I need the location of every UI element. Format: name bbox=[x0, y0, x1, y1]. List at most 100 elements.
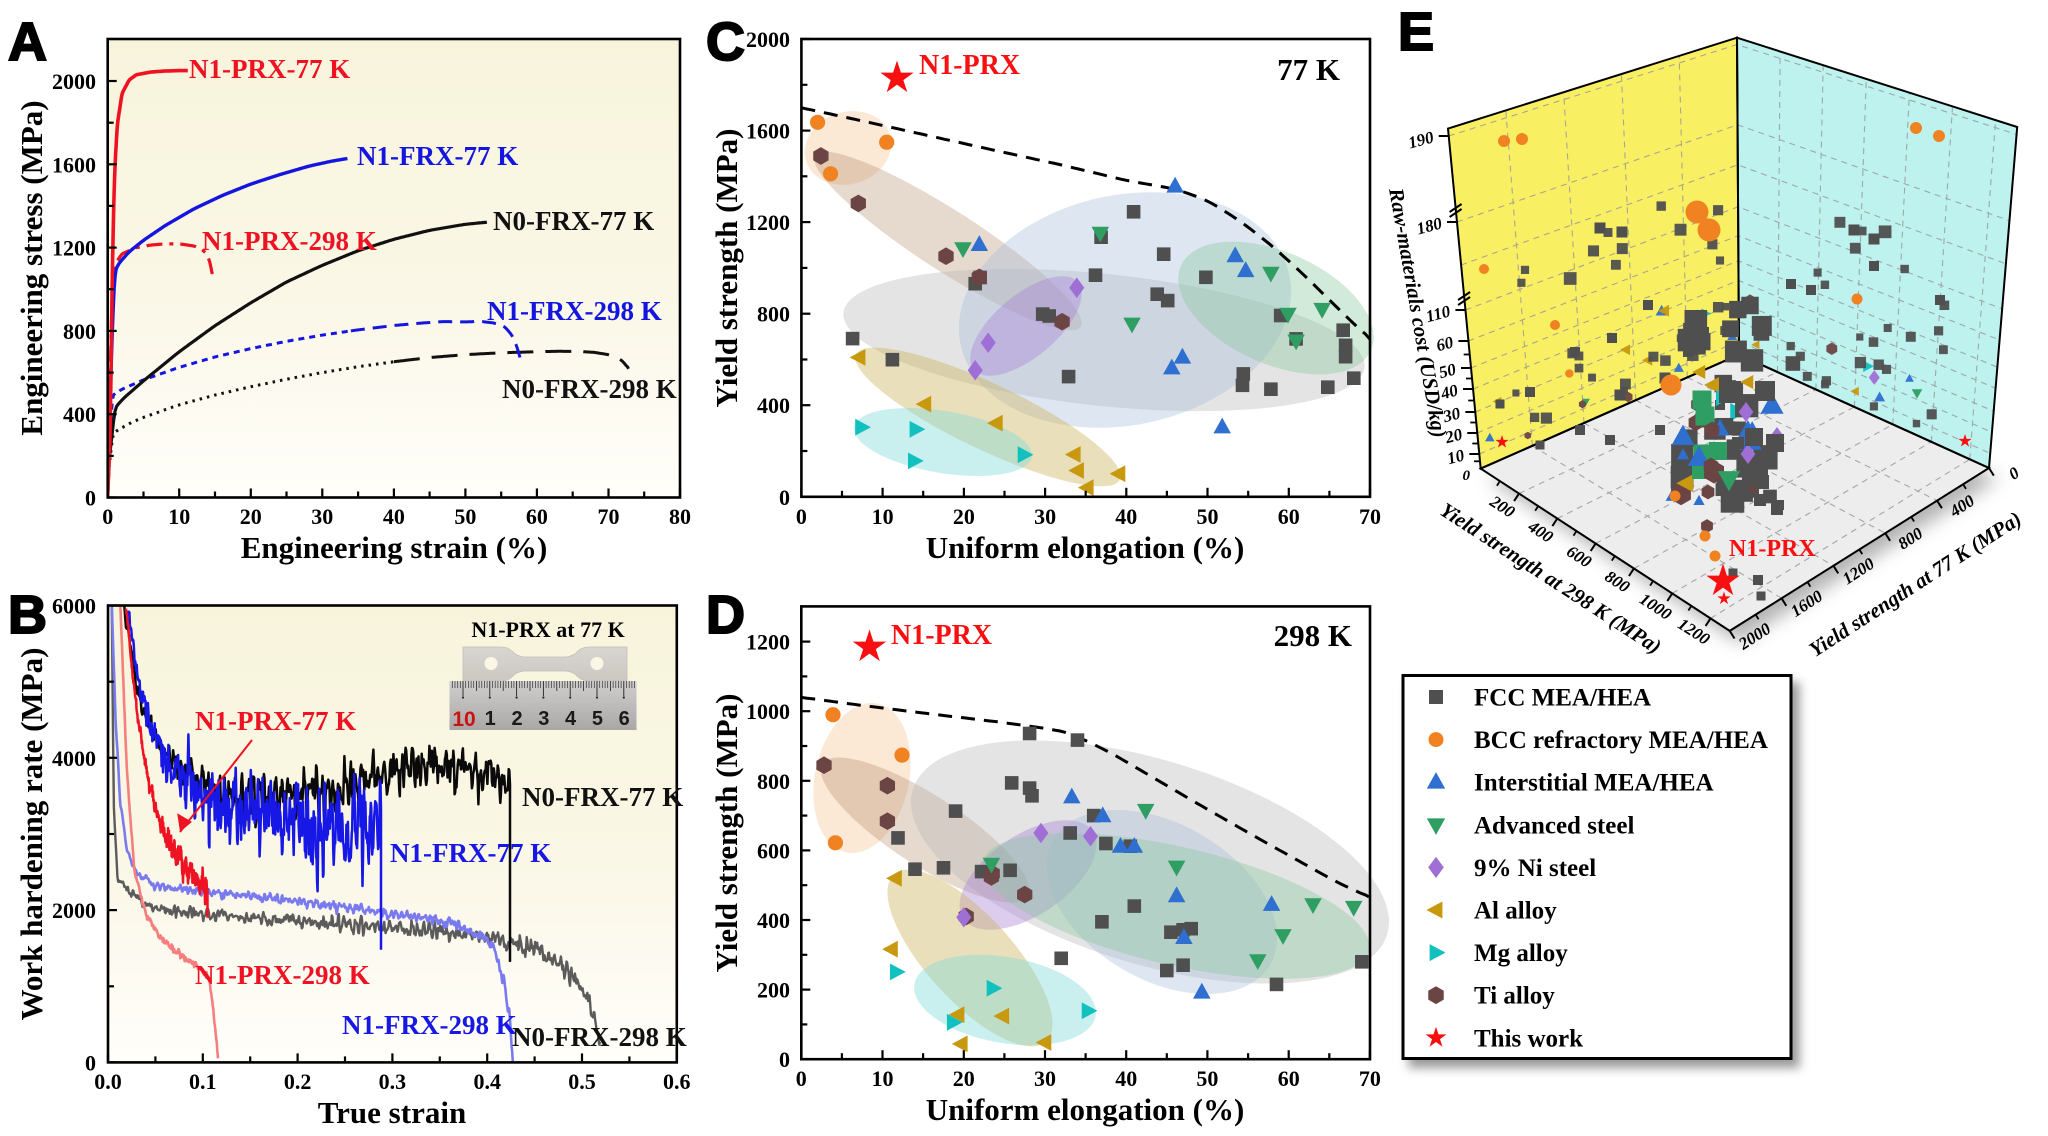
svg-text:N0-FRX-77 K: N0-FRX-77 K bbox=[522, 782, 683, 812]
svg-text:10: 10 bbox=[1445, 445, 1467, 468]
svg-text:FCC MEA/HEA: FCC MEA/HEA bbox=[1474, 685, 1651, 712]
svg-text:400: 400 bbox=[757, 393, 790, 418]
svg-text:True strain: True strain bbox=[318, 1095, 466, 1130]
svg-text:Advanced steel: Advanced steel bbox=[1474, 812, 1634, 839]
svg-text:70: 70 bbox=[1359, 504, 1381, 529]
svg-text:Uniform elongation (%): Uniform elongation (%) bbox=[926, 1092, 1245, 1127]
svg-text:N0-FRX-298 K: N0-FRX-298 K bbox=[502, 374, 677, 404]
svg-text:0: 0 bbox=[779, 485, 790, 510]
svg-text:Work hardening rate (MPa): Work hardening rate (MPa) bbox=[14, 648, 49, 1021]
svg-text:3: 3 bbox=[538, 708, 549, 730]
svg-text:60: 60 bbox=[526, 504, 548, 529]
svg-text:10: 10 bbox=[872, 1066, 894, 1091]
svg-text:2000: 2000 bbox=[746, 27, 790, 52]
svg-text:D: D bbox=[706, 585, 745, 645]
svg-text:0: 0 bbox=[779, 1047, 790, 1072]
svg-text:E: E bbox=[1398, 2, 1434, 62]
svg-text:N1-PRX-298 K: N1-PRX-298 K bbox=[195, 960, 370, 990]
svg-text:50: 50 bbox=[1196, 1066, 1218, 1091]
svg-text:N1-PRX at 77 K: N1-PRX at 77 K bbox=[471, 617, 624, 642]
svg-text:0: 0 bbox=[85, 486, 96, 511]
svg-text:40: 40 bbox=[383, 504, 405, 529]
svg-text:60: 60 bbox=[1278, 504, 1300, 529]
svg-text:400: 400 bbox=[757, 908, 790, 933]
svg-text:800: 800 bbox=[63, 319, 96, 344]
svg-text:1200: 1200 bbox=[746, 630, 790, 655]
svg-text:1000: 1000 bbox=[746, 699, 790, 724]
svg-text:1200: 1200 bbox=[746, 210, 790, 235]
svg-text:200: 200 bbox=[757, 978, 790, 1003]
svg-text:800: 800 bbox=[757, 769, 790, 794]
svg-text:1200: 1200 bbox=[52, 236, 96, 261]
svg-text:0.2: 0.2 bbox=[284, 1069, 312, 1094]
svg-text:0.5: 0.5 bbox=[568, 1069, 596, 1094]
svg-text:20: 20 bbox=[953, 504, 975, 529]
svg-text:1600: 1600 bbox=[746, 119, 790, 144]
svg-text:70: 70 bbox=[1359, 1066, 1381, 1091]
svg-text:N0-FRX-298 K: N0-FRX-298 K bbox=[512, 1022, 687, 1052]
svg-text:Uniform elongation (%): Uniform elongation (%) bbox=[926, 530, 1245, 565]
svg-text:20: 20 bbox=[1442, 424, 1465, 447]
svg-text:Engineering strain (%): Engineering strain (%) bbox=[241, 530, 548, 565]
svg-text:0.3: 0.3 bbox=[379, 1069, 407, 1094]
svg-text:2: 2 bbox=[511, 708, 522, 730]
svg-text:40: 40 bbox=[1115, 504, 1137, 529]
svg-text:10: 10 bbox=[168, 504, 190, 529]
svg-text:30: 30 bbox=[1034, 1066, 1056, 1091]
svg-text:50: 50 bbox=[454, 504, 476, 529]
svg-text:N1-PRX: N1-PRX bbox=[919, 50, 1020, 81]
svg-text:1600: 1600 bbox=[52, 152, 96, 177]
svg-text:Ti alloy: Ti alloy bbox=[1474, 983, 1555, 1010]
svg-text:20: 20 bbox=[240, 504, 262, 529]
svg-text:400: 400 bbox=[63, 402, 96, 427]
svg-text:70: 70 bbox=[598, 504, 620, 529]
svg-text:N0-FRX-77 K: N0-FRX-77 K bbox=[493, 206, 654, 236]
svg-text:600: 600 bbox=[757, 838, 790, 863]
svg-text:6000: 6000 bbox=[52, 594, 96, 619]
svg-text:Engineering stress (MPa): Engineering stress (MPa) bbox=[14, 100, 49, 435]
svg-text:60: 60 bbox=[1278, 1066, 1300, 1091]
svg-text:9% Ni steel: 9% Ni steel bbox=[1474, 855, 1596, 882]
svg-text:30: 30 bbox=[311, 504, 333, 529]
svg-text:0.6: 0.6 bbox=[663, 1069, 691, 1094]
svg-text:N1-PRX: N1-PRX bbox=[1729, 536, 1816, 562]
svg-text:N1-FRX-298 K: N1-FRX-298 K bbox=[487, 296, 662, 326]
svg-text:5: 5 bbox=[592, 708, 603, 730]
svg-text:2000: 2000 bbox=[52, 898, 96, 923]
svg-text:30: 30 bbox=[1034, 504, 1056, 529]
svg-text:30: 30 bbox=[1440, 403, 1463, 426]
svg-text:80: 80 bbox=[669, 504, 691, 529]
svg-text:10: 10 bbox=[452, 708, 475, 731]
svg-text:B: B bbox=[8, 585, 47, 645]
svg-text:40: 40 bbox=[1115, 1066, 1137, 1091]
svg-text:N1-PRX: N1-PRX bbox=[891, 620, 992, 651]
svg-text:Yield strength (MPa): Yield strength (MPa) bbox=[709, 129, 744, 408]
svg-text:Yield strength (MPa): Yield strength (MPa) bbox=[709, 694, 744, 973]
svg-text:N1-FRX-298 K: N1-FRX-298 K bbox=[342, 1010, 517, 1040]
svg-text:4: 4 bbox=[565, 708, 577, 730]
svg-text:0: 0 bbox=[1463, 468, 1471, 484]
svg-text:N1-FRX-77 K: N1-FRX-77 K bbox=[357, 141, 518, 171]
svg-text:0.0: 0.0 bbox=[94, 1069, 122, 1094]
svg-text:Interstitial MEA/HEA: Interstitial MEA/HEA bbox=[1474, 770, 1714, 797]
svg-text:N1-PRX-77 K: N1-PRX-77 K bbox=[189, 54, 350, 84]
svg-text:298 K: 298 K bbox=[1274, 618, 1352, 653]
svg-text:N1-PRX-77 K: N1-PRX-77 K bbox=[195, 706, 356, 736]
svg-text:50: 50 bbox=[1197, 504, 1219, 529]
svg-text:50: 50 bbox=[1437, 359, 1459, 382]
svg-text:0: 0 bbox=[796, 504, 807, 529]
svg-text:Al alloy: Al alloy bbox=[1474, 898, 1557, 925]
svg-text:4000: 4000 bbox=[52, 746, 96, 771]
svg-text:0: 0 bbox=[796, 1066, 807, 1091]
svg-text:800: 800 bbox=[757, 302, 790, 327]
svg-text:77 K: 77 K bbox=[1277, 52, 1340, 87]
svg-text:Mg alloy: Mg alloy bbox=[1474, 940, 1568, 967]
svg-text:0.4: 0.4 bbox=[473, 1069, 501, 1094]
svg-text:A: A bbox=[8, 12, 47, 72]
svg-text:20: 20 bbox=[953, 1066, 975, 1091]
svg-text:0: 0 bbox=[85, 1050, 96, 1075]
svg-text:40: 40 bbox=[1438, 380, 1461, 403]
svg-text:N1-PRX-298 K: N1-PRX-298 K bbox=[202, 226, 377, 256]
svg-text:10: 10 bbox=[872, 504, 894, 529]
svg-text:N1-FRX-77 K: N1-FRX-77 K bbox=[390, 838, 551, 868]
